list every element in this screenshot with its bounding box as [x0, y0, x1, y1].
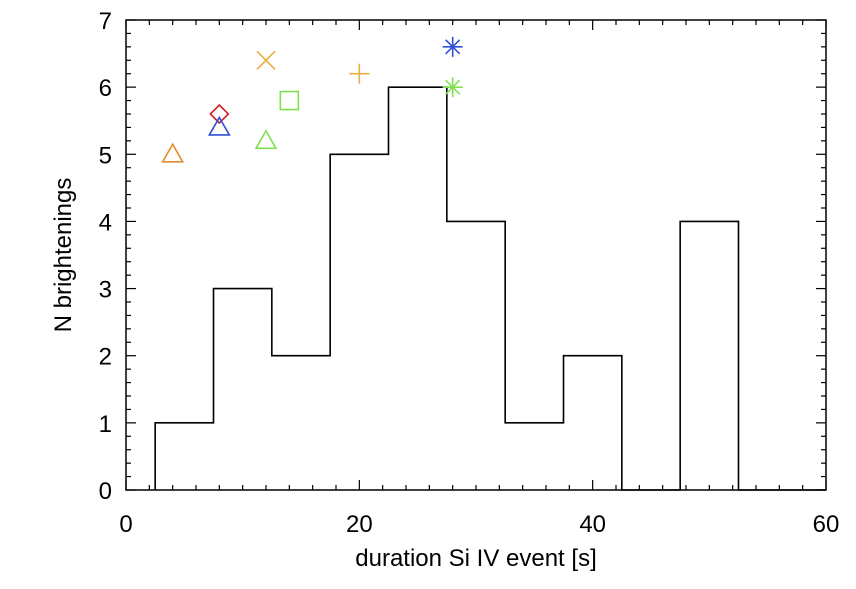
histogram-bar: [447, 221, 505, 490]
marker-plus: [349, 63, 370, 84]
histogram-bar: [330, 154, 388, 490]
y-tick-label: 3: [99, 277, 112, 304]
x-tick-label: 0: [119, 511, 132, 538]
x-tick-label: 20: [346, 511, 373, 538]
marker-asterisk: [442, 36, 463, 57]
x-axis-title: duration Si IV event [s]: [355, 545, 596, 572]
y-tick-label: 1: [99, 411, 112, 438]
y-axis-title: N brightenings: [50, 178, 77, 333]
y-tick-label: 0: [99, 478, 112, 505]
histogram-bar: [564, 356, 622, 490]
histogram-bar: [389, 87, 447, 490]
histogram-bar: [155, 423, 213, 490]
axis-ticks: [125, 19, 827, 491]
y-tick-label: 6: [99, 75, 112, 102]
marker-square: [279, 90, 300, 111]
marker-diamond: [209, 103, 230, 125]
histogram-bar: [214, 289, 272, 490]
y-tick-label: 2: [99, 344, 112, 371]
histogram-bar: [272, 356, 330, 490]
axis-tick-labels: 0 20 40 60 0 1 2 3 4 5 6 7: [99, 8, 840, 538]
y-tick-label: 4: [99, 209, 112, 236]
y-tick-label: 5: [99, 142, 112, 169]
marker-asterisk: [442, 77, 463, 98]
x-tick-label: 60: [813, 511, 840, 538]
x-tick-label: 40: [579, 511, 606, 538]
plot-frame: [125, 19, 827, 491]
marker-triangle: [254, 129, 278, 150]
histogram-bar: [680, 221, 738, 490]
y-tick-label: 7: [99, 8, 112, 35]
marker-cross: [256, 50, 276, 70]
histogram-outline: [154, 86, 826, 491]
marker-triangle: [207, 115, 231, 136]
histogram-bar: [505, 423, 563, 490]
marker-triangle: [161, 142, 185, 163]
markers: [155, 36, 738, 490]
